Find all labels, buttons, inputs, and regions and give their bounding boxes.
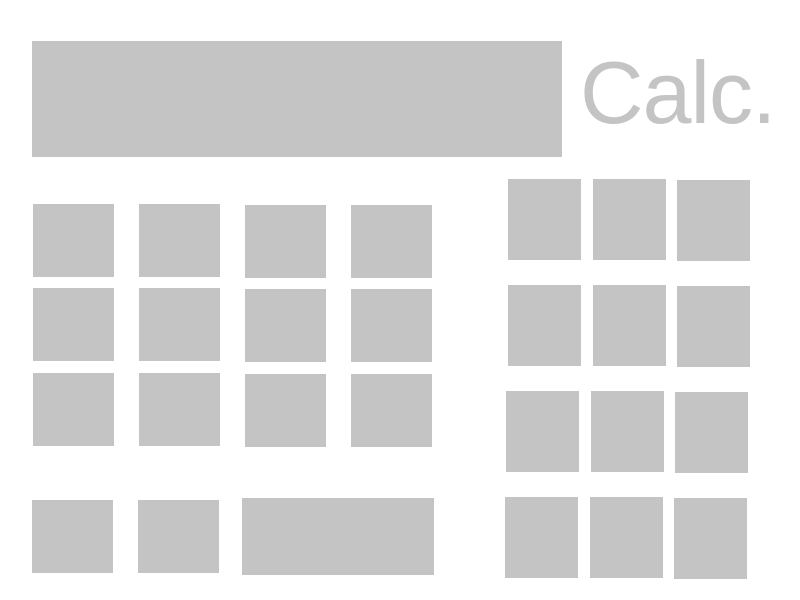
right-key-r1c1[interactable] — [508, 179, 581, 260]
left-key-r2c3[interactable] — [245, 289, 326, 362]
right-key-r4c3[interactable] — [674, 498, 747, 579]
left-key-r2c4[interactable] — [351, 289, 432, 362]
left-key-r3c4[interactable] — [351, 374, 432, 447]
left-key-r2c2[interactable] — [139, 288, 220, 361]
right-key-r1c2[interactable] — [593, 179, 666, 260]
left-key-r1c1[interactable] — [33, 204, 114, 277]
left-key-r1c3[interactable] — [245, 205, 326, 278]
right-key-r3c2[interactable] — [591, 391, 664, 472]
right-key-r4c1[interactable] — [505, 497, 578, 578]
right-key-r4c2[interactable] — [590, 497, 663, 578]
calculator-display — [32, 41, 562, 157]
right-key-r2c3[interactable] — [677, 286, 750, 367]
right-key-r1c3[interactable] — [677, 180, 750, 261]
left-key-r2c1[interactable] — [33, 288, 114, 361]
right-key-r2c1[interactable] — [508, 285, 581, 366]
bottom-key-2[interactable] — [138, 500, 219, 573]
right-key-r3c1[interactable] — [506, 391, 579, 472]
left-key-r1c2[interactable] — [139, 204, 220, 277]
right-key-r3c3[interactable] — [675, 392, 748, 473]
bottom-key-1[interactable] — [32, 500, 113, 573]
left-key-r3c1[interactable] — [33, 373, 114, 446]
app-title: Calc. — [580, 43, 776, 142]
right-key-r2c2[interactable] — [593, 285, 666, 366]
left-key-r3c2[interactable] — [139, 373, 220, 446]
left-key-r1c4[interactable] — [351, 205, 432, 278]
left-key-r3c3[interactable] — [245, 374, 326, 447]
bottom-wide-key[interactable] — [242, 498, 434, 575]
